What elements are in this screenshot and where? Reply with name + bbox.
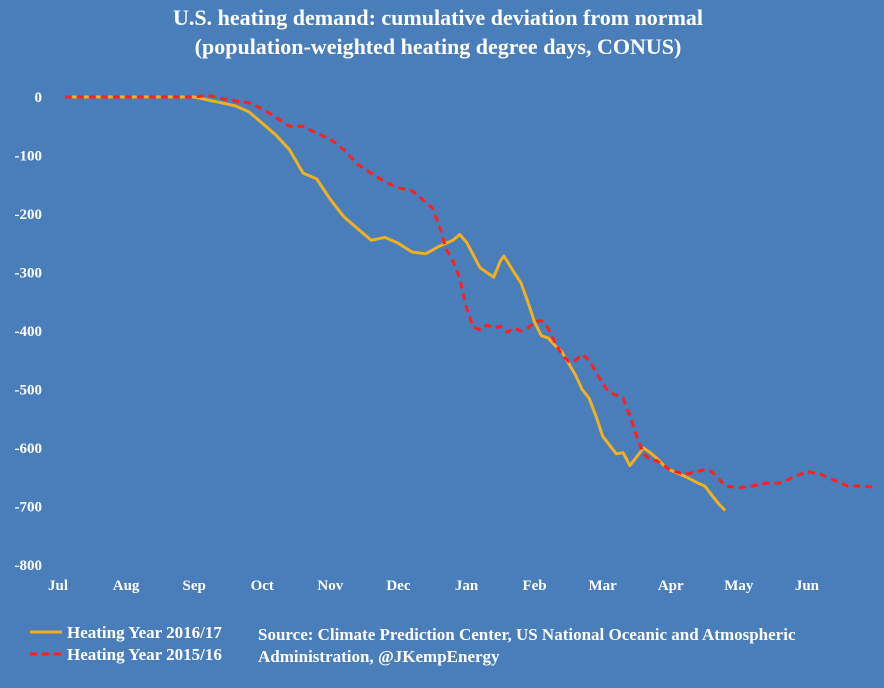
chart-title-line-1: U.S. heating demand: cumulative deviatio… <box>173 5 703 30</box>
y-tick-label: 0 <box>35 90 43 106</box>
source-text: Source: Climate Prediction Center, US Na… <box>258 625 800 666</box>
x-tick-label: Mar <box>589 578 618 594</box>
x-tick-label: Nov <box>317 578 343 594</box>
x-tick-label: Aug <box>113 578 140 594</box>
x-tick-label: May <box>724 578 754 594</box>
y-tick-label: -100 <box>15 149 43 165</box>
source-line-2: Administration, @JKempEnergy <box>258 647 500 666</box>
x-tick-label: Dec <box>386 578 410 594</box>
x-tick-label: Feb <box>522 578 546 594</box>
series-line-heating-year-2016-17 <box>64 95 727 512</box>
legend: Heating Year 2016/17 Heating Year 2015/1… <box>30 623 222 664</box>
y-tick-label: -800 <box>15 558 43 574</box>
x-tick-label: Jan <box>455 578 479 594</box>
x-tick-label: Jul <box>48 578 68 594</box>
source-line-1: Source: Climate Prediction Center, US Na… <box>258 625 796 644</box>
legend-label-2016-17: Heating Year 2016/17 <box>67 623 222 642</box>
series-lines <box>64 93 876 512</box>
y-tick-label: -600 <box>15 441 43 457</box>
y-tick-label: -300 <box>15 266 43 282</box>
x-tick-label: Oct <box>251 578 274 594</box>
x-tick-label: Jun <box>795 578 820 594</box>
x-tick-label: Apr <box>658 578 684 594</box>
y-tick-label: -400 <box>15 324 43 340</box>
chart-title-line-2: (population-weighted heating degree days… <box>195 34 682 59</box>
x-tick-label: Sep <box>182 578 205 594</box>
y-tick-label: -200 <box>15 207 43 223</box>
y-axis-labels: 0 -100 -200 -300 -400 -500 -600 -700 -800 <box>15 90 43 574</box>
y-tick-label: -500 <box>15 383 43 399</box>
x-axis-labels: Jul Aug Sep Oct Nov Dec Jan Feb Mar Apr May Jun <box>48 578 820 594</box>
y-tick-label: -700 <box>15 500 43 516</box>
legend-label-2015-16: Heating Year 2015/16 <box>67 645 222 664</box>
series-line-heating-year-2015-16 <box>64 93 876 490</box>
